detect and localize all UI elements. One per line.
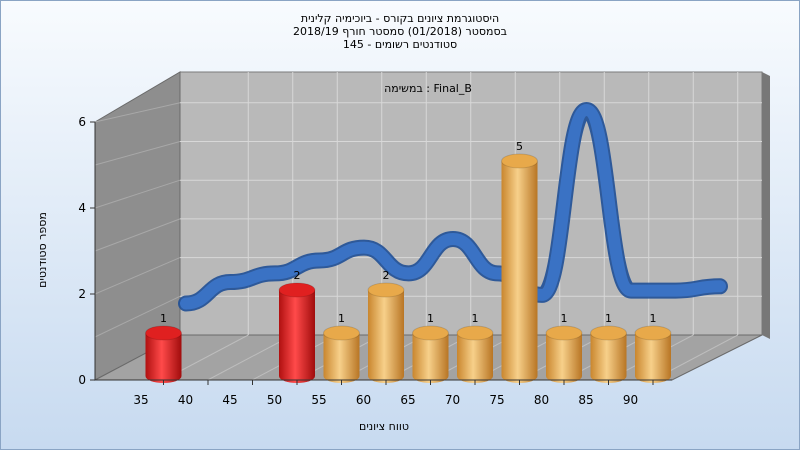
y-tick-label: 0 xyxy=(78,373,86,387)
bar-cylinder-top xyxy=(456,325,494,341)
y-tick-label: 2 xyxy=(78,287,86,301)
grid-line-side xyxy=(94,295,181,338)
bar-cylinder-top xyxy=(145,325,182,341)
bar-value-label: 1 xyxy=(605,312,612,325)
trend-ribbon xyxy=(178,101,728,312)
y-tick-label: 6 xyxy=(78,115,86,129)
x-tick-label: 65 xyxy=(400,393,415,407)
bar-cylinder-body xyxy=(501,161,538,383)
x-tick-label: 60 xyxy=(356,393,371,407)
bar-cylinder-body xyxy=(279,290,315,383)
y-axis-title: מספר סטודנטים xyxy=(36,212,49,288)
bar-cylinder-body xyxy=(457,333,493,383)
x-tick-label: 80 xyxy=(534,393,549,407)
bar-cylinder-body xyxy=(412,333,449,383)
grid-line-side xyxy=(94,102,181,123)
grid-line-side xyxy=(94,257,181,295)
bar-value-label: 1 xyxy=(338,312,345,325)
x-tick-label: 45 xyxy=(222,393,237,407)
x-tick-label: 40 xyxy=(178,393,193,407)
bar-cylinder-top xyxy=(323,325,360,341)
x-tick-label: 75 xyxy=(489,393,504,407)
bar-value-label: 1 xyxy=(427,312,434,325)
x-tick-label: 55 xyxy=(311,393,326,407)
bar-cylinder-body xyxy=(590,333,627,383)
x-tick-label: 70 xyxy=(445,393,460,407)
x-tick-label: 85 xyxy=(578,393,593,407)
grid-line-side xyxy=(94,179,181,209)
bar-value-label: 1 xyxy=(561,312,568,325)
grid-line-side xyxy=(94,218,181,252)
x-tick-label: 90 xyxy=(623,393,638,407)
bar-cylinder-body xyxy=(323,333,360,383)
chart-title-line-2: בסמסטר (01/2018) סמסטר חורף 2018/19 xyxy=(293,25,507,38)
bar-cylinder-body xyxy=(546,333,582,383)
bar-cylinder-top xyxy=(412,325,449,341)
bar-cylinder-top xyxy=(278,282,316,298)
bar-cylinder-top xyxy=(590,325,627,341)
bar-cylinder-top xyxy=(545,325,583,341)
grid-line-side xyxy=(94,141,181,166)
bar-cylinder-body xyxy=(635,333,671,383)
y-tick-label: 4 xyxy=(78,201,86,215)
bar-value-label: 1 xyxy=(160,312,167,325)
bar-value-label: 5 xyxy=(516,140,523,153)
x-tick-label: 35 xyxy=(133,393,148,407)
bar-value-label: 1 xyxy=(472,312,479,325)
axes: 0 2 4 6 35 40 45 50 55 60 65 70 75 80 85 90 xyxy=(78,115,672,407)
bar-cylinder-top xyxy=(634,325,672,341)
x-axis-title: טווח ציונים xyxy=(359,420,409,433)
bar-value-label: 2 xyxy=(383,269,390,282)
bar-cylinder-body xyxy=(368,290,404,383)
chart-title-line-3: סטודנטים רשומים - 145 xyxy=(343,38,457,51)
bars: 1 2 1 2 1 1 5 1 1 1 xyxy=(145,140,672,383)
bar-value-label: 2 xyxy=(294,269,301,282)
wall-edge xyxy=(762,72,770,339)
grid-line-floor xyxy=(207,334,293,381)
bar-cylinder-top xyxy=(501,153,538,169)
bar-value-label: 1 xyxy=(650,312,657,325)
trend-ribbon-line xyxy=(180,103,726,310)
x-tick-label: 50 xyxy=(267,393,282,407)
bar-cylinder-body xyxy=(145,333,182,383)
bar-cylinder-top xyxy=(367,282,405,298)
chart-subtitle: במשימה : Final_B xyxy=(384,82,472,95)
chart-title-line-1: היסטוגרמת ציונים בקורס - ביוכימיה קלינית xyxy=(301,12,499,25)
